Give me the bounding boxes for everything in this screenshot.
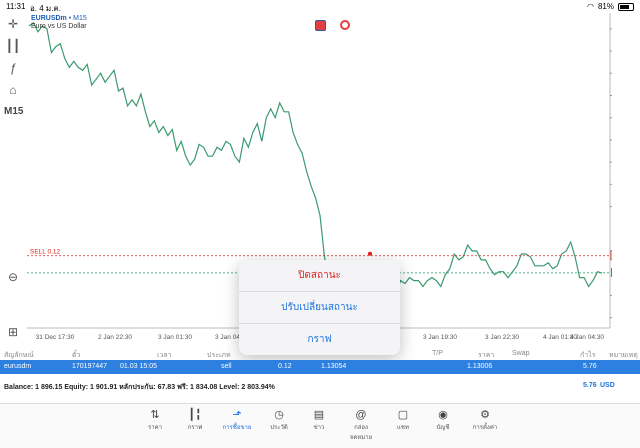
tab-mailbox[interactable]: @ กล่องจดหมาย bbox=[343, 408, 379, 442]
col-ticket: ตั๋ว bbox=[72, 352, 81, 359]
objects-icon[interactable]: ⌂ bbox=[9, 83, 17, 97]
new-order-icon[interactable]: ⊞ bbox=[7, 325, 19, 339]
mailbox-icon: @ bbox=[355, 409, 367, 421]
history-icon: ◷ bbox=[274, 409, 284, 421]
col-profit: กำไร bbox=[580, 352, 596, 359]
tab-account[interactable]: ◉ บัญชี bbox=[425, 408, 461, 432]
sell-line-label: SELL 0.12 bbox=[30, 249, 61, 256]
status-right: ◠ 81% bbox=[587, 2, 634, 11]
row-ticket: 170197447 bbox=[72, 363, 108, 370]
tab-trade[interactable]: ⬏ การซื้อขาย bbox=[219, 408, 255, 432]
tab-news-label: ข่าว bbox=[313, 425, 325, 431]
account-icon: ◉ bbox=[438, 409, 448, 421]
tab-mailbox-label: กล่องจดหมาย bbox=[349, 425, 373, 441]
tab-chart-label: กราฟ bbox=[187, 425, 203, 431]
row-open-price: 1.13054 bbox=[321, 363, 347, 370]
row-time: 01.03 15:05 bbox=[120, 363, 157, 370]
col-tp: T/P bbox=[432, 350, 443, 357]
x-tick-label: 3 Jan 04:30 bbox=[215, 334, 249, 341]
chart-icon: ┃╏ bbox=[188, 409, 202, 421]
modify-position-item[interactable]: ปรับเปลี่ยนสถานะ bbox=[239, 292, 400, 324]
chart-toolbar: ✛ ┃┃ ƒ ⌂ M15 ⊖ ⊞ bbox=[0, 13, 26, 343]
graph-item[interactable]: กราฟ bbox=[307, 334, 332, 345]
battery-icon bbox=[618, 2, 634, 11]
zoom-icon[interactable]: ⊖ bbox=[7, 270, 19, 284]
x-tick-label: 3 Jan 22:30 bbox=[485, 334, 519, 341]
chart-symbol-label: EURUSDm • M15 bbox=[31, 15, 87, 22]
one-click-trading-icon[interactable] bbox=[315, 20, 326, 31]
x-tick-label: 4 Jan 01:30 bbox=[543, 334, 577, 341]
row-type: sell bbox=[221, 363, 232, 370]
settings-icon: ⚙ bbox=[480, 409, 490, 421]
col-time: เวลา bbox=[157, 352, 172, 359]
col-symbol: สัญลักษณ์ bbox=[4, 352, 34, 359]
tab-history[interactable]: ◷ ประวัติ bbox=[261, 408, 297, 432]
x-tick-label: 3 Jan 19:30 bbox=[423, 334, 457, 341]
trade-icon: ⬏ bbox=[232, 409, 242, 421]
price-line bbox=[28, 22, 603, 330]
chart-svg: 1.138201.137451.136701.135951.135201.134… bbox=[27, 13, 612, 341]
x-tick-label: 4 Jan 04:30 bbox=[570, 334, 604, 341]
balance-total: 5.76 bbox=[583, 382, 597, 389]
current-price-tag bbox=[611, 267, 612, 277]
timeframe-button[interactable]: M15 bbox=[4, 106, 24, 117]
tab-settings[interactable]: ⚙ การตั้งค่า bbox=[467, 408, 503, 432]
tab-trade-label: การซื้อขาย bbox=[222, 425, 252, 431]
chart-timeframe: • M15 bbox=[68, 15, 87, 22]
tab-chart[interactable]: ┃╏ กราฟ bbox=[177, 408, 213, 432]
close-position-item[interactable]: ปิดสถานะ bbox=[239, 260, 400, 292]
balance-bar: Balance: 1 896.15 Equity: 1 901.91 หลักป… bbox=[0, 378, 640, 393]
wifi-icon: ◠ bbox=[587, 2, 594, 11]
position-context-menu: ปิดสถานะ ปรับเปลี่ยนสถานะ กราฟ bbox=[239, 260, 400, 355]
status-bar: 11:31 อ. 4 ม.ค. ◠ 81% bbox=[0, 0, 640, 13]
tab-settings-label: การตั้งค่า bbox=[472, 425, 498, 431]
tab-bar: ⇅ ราคา ┃╏ กราฟ ⬏ การซื้อขาย ◷ ประวัติ ▤ … bbox=[0, 403, 640, 448]
tab-quotes-label: ราคา bbox=[148, 425, 162, 431]
battery-percent: 81% bbox=[597, 2, 614, 11]
crosshair-icon[interactable]: ✛ bbox=[7, 17, 19, 31]
x-tick-label: 31 Dec 17:30 bbox=[36, 334, 75, 341]
tab-history-label: ประวัติ bbox=[270, 425, 288, 431]
x-tick-label: 3 Jan 01:30 bbox=[158, 334, 192, 341]
tab-chat[interactable]: ▢ แชท bbox=[385, 408, 421, 432]
tab-quotes[interactable]: ⇅ ราคา bbox=[137, 408, 173, 432]
entry-marker bbox=[368, 251, 372, 256]
col-comment: หมายเหตุ bbox=[609, 352, 638, 359]
col-type: ประเภท bbox=[207, 352, 231, 359]
chart-description: Euro vs US Dollar bbox=[31, 23, 87, 30]
row-volume: 0.12 bbox=[278, 363, 292, 370]
trade-row[interactable]: eurusdm 170197447 01.03 15:05 sell 0.12 … bbox=[0, 360, 640, 374]
row-symbol: eurusdm bbox=[4, 363, 32, 370]
tab-chat-label: แชท bbox=[397, 425, 409, 431]
chat-icon: ▢ bbox=[397, 409, 409, 421]
status-date: อ. 4 ม.ค. bbox=[30, 4, 61, 13]
chart-symbol: EURUSDm bbox=[31, 15, 67, 22]
col-swap: Swap bbox=[512, 350, 530, 357]
quotes-icon: ⇅ bbox=[150, 409, 160, 421]
tab-news[interactable]: ▤ ข่าว bbox=[301, 408, 337, 432]
connection-icon[interactable] bbox=[340, 20, 350, 30]
balance-text: Balance: 1 896.15 Equity: 1 901.91 หลักป… bbox=[4, 384, 275, 391]
row-profit: 5.76 bbox=[583, 363, 597, 370]
sell-price-tag bbox=[610, 250, 612, 261]
x-tick-label: 2 Jan 22:30 bbox=[98, 334, 132, 341]
row-current-price: 1.13006 bbox=[467, 363, 493, 370]
indicators-icon[interactable]: ƒ bbox=[9, 61, 17, 75]
balance-currency: USD bbox=[600, 382, 615, 389]
trade-table-header: สัญลักษณ์ ตั๋ว เวลา ประเภท T/P ราคา Swap… bbox=[0, 347, 640, 360]
col-price: ราคา bbox=[478, 352, 495, 359]
candlestick-icon[interactable]: ┃┃ bbox=[5, 39, 21, 53]
status-time: 11:31 bbox=[6, 2, 26, 11]
news-icon: ▤ bbox=[313, 409, 325, 421]
price-chart[interactable]: 1.138201.137451.136701.135951.135201.134… bbox=[27, 13, 612, 343]
tab-account-label: บัญชี bbox=[436, 425, 450, 431]
